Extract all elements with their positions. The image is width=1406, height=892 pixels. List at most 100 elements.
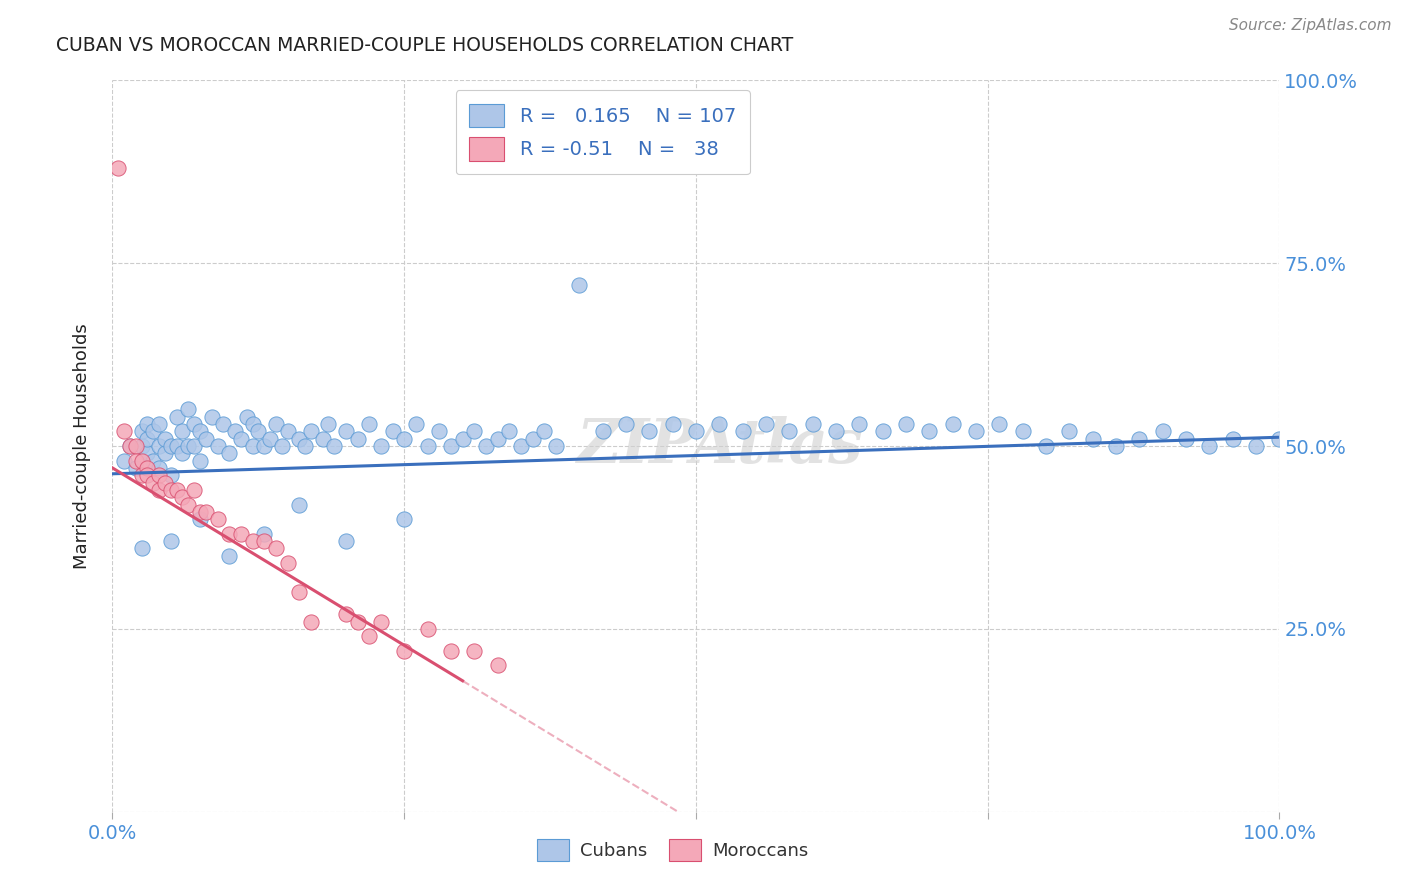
Point xyxy=(160,439,183,453)
Point xyxy=(242,534,264,549)
Point xyxy=(160,534,183,549)
Y-axis label: Married-couple Households: Married-couple Households xyxy=(73,323,91,569)
Point xyxy=(918,425,941,439)
Point xyxy=(253,439,276,453)
Point xyxy=(131,425,153,439)
Point xyxy=(370,615,392,629)
Point xyxy=(359,629,381,643)
Point xyxy=(148,461,170,475)
Legend: Cubans, Moroccans: Cubans, Moroccans xyxy=(530,832,815,869)
Point xyxy=(160,468,183,483)
Point xyxy=(183,417,205,431)
Point xyxy=(264,541,287,556)
Point xyxy=(235,409,257,424)
Point xyxy=(592,425,614,439)
Point xyxy=(486,658,509,673)
Point xyxy=(142,475,165,490)
Text: ZIPAtlas: ZIPAtlas xyxy=(576,416,862,476)
Point xyxy=(153,432,176,446)
Point xyxy=(440,439,463,453)
Point xyxy=(112,425,135,439)
Point xyxy=(359,417,381,431)
Point xyxy=(848,417,870,431)
Point xyxy=(247,425,270,439)
Point xyxy=(142,425,165,439)
Point xyxy=(153,446,176,460)
Point xyxy=(405,417,427,431)
Point xyxy=(160,483,183,497)
Point xyxy=(318,417,340,431)
Point xyxy=(323,439,346,453)
Point xyxy=(125,461,148,475)
Point xyxy=(131,453,153,467)
Point xyxy=(299,425,322,439)
Point xyxy=(440,644,463,658)
Point xyxy=(276,425,298,439)
Point xyxy=(136,432,159,446)
Point xyxy=(311,432,333,446)
Point xyxy=(335,425,357,439)
Point xyxy=(218,526,240,541)
Point xyxy=(177,439,200,453)
Point xyxy=(224,425,246,439)
Point xyxy=(463,644,485,658)
Point xyxy=(242,439,264,453)
Point xyxy=(533,425,555,439)
Point xyxy=(498,425,520,439)
Point xyxy=(1081,432,1104,446)
Point xyxy=(172,425,194,439)
Point xyxy=(253,534,276,549)
Point xyxy=(242,417,264,431)
Point xyxy=(264,417,287,431)
Point xyxy=(172,446,194,460)
Point xyxy=(346,432,368,446)
Point xyxy=(201,409,224,424)
Point xyxy=(685,425,707,439)
Point xyxy=(544,439,567,453)
Point xyxy=(1222,432,1244,446)
Point xyxy=(131,439,153,453)
Point xyxy=(825,425,848,439)
Point xyxy=(288,585,311,599)
Point xyxy=(801,417,824,431)
Point xyxy=(125,453,148,467)
Point xyxy=(1175,432,1198,446)
Point xyxy=(475,439,498,453)
Point xyxy=(118,439,141,453)
Point xyxy=(872,425,894,439)
Point xyxy=(755,417,778,431)
Point xyxy=(638,425,661,439)
Point xyxy=(486,432,509,446)
Point xyxy=(965,425,987,439)
Point xyxy=(148,483,170,497)
Point xyxy=(177,402,200,417)
Point xyxy=(392,432,416,446)
Point xyxy=(166,409,188,424)
Point xyxy=(709,417,731,431)
Point xyxy=(1105,439,1128,453)
Point xyxy=(259,432,281,446)
Point xyxy=(218,549,240,563)
Point xyxy=(1152,425,1174,439)
Point xyxy=(166,483,188,497)
Point xyxy=(270,439,292,453)
Point xyxy=(463,425,485,439)
Point xyxy=(188,425,211,439)
Point xyxy=(207,512,229,526)
Point xyxy=(299,615,322,629)
Point xyxy=(381,425,404,439)
Point xyxy=(451,432,474,446)
Point xyxy=(148,468,170,483)
Point xyxy=(894,417,917,431)
Point xyxy=(731,425,754,439)
Point xyxy=(1035,439,1057,453)
Point xyxy=(778,425,800,439)
Point xyxy=(172,490,194,504)
Point xyxy=(229,432,252,446)
Point xyxy=(1059,425,1081,439)
Point xyxy=(568,278,591,293)
Point xyxy=(1244,439,1267,453)
Point xyxy=(177,498,200,512)
Point xyxy=(661,417,683,431)
Point xyxy=(1198,439,1220,453)
